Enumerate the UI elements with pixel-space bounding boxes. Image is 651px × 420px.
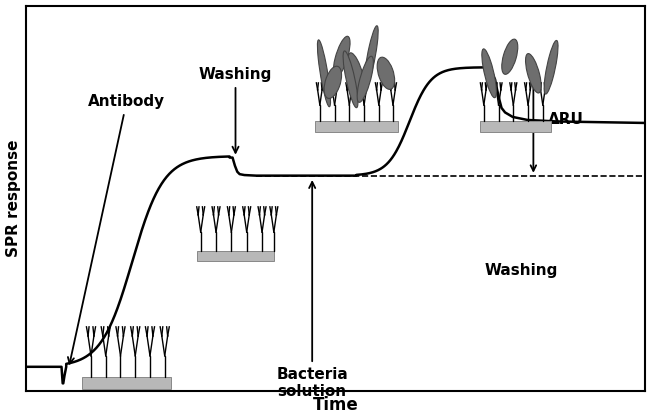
Ellipse shape — [324, 66, 342, 98]
Text: Bacteria
solution: Bacteria solution — [276, 182, 348, 399]
Ellipse shape — [377, 57, 395, 89]
X-axis label: Time: Time — [313, 396, 359, 415]
Ellipse shape — [343, 51, 358, 108]
Ellipse shape — [364, 26, 378, 88]
Ellipse shape — [525, 54, 541, 93]
Text: Washing: Washing — [485, 263, 559, 278]
Text: ΔRU: ΔRU — [548, 113, 584, 127]
Ellipse shape — [357, 56, 374, 102]
Ellipse shape — [333, 36, 350, 77]
Ellipse shape — [482, 49, 497, 98]
Bar — [197, 251, 274, 261]
Bar — [480, 121, 551, 132]
Bar — [315, 121, 398, 132]
Ellipse shape — [348, 53, 365, 94]
Ellipse shape — [502, 39, 518, 74]
Ellipse shape — [318, 40, 331, 107]
Bar — [82, 377, 171, 389]
Text: Antibody: Antibody — [68, 94, 165, 364]
Y-axis label: SPR response: SPR response — [6, 139, 21, 257]
Text: Washing: Washing — [199, 67, 272, 153]
Ellipse shape — [544, 40, 558, 94]
